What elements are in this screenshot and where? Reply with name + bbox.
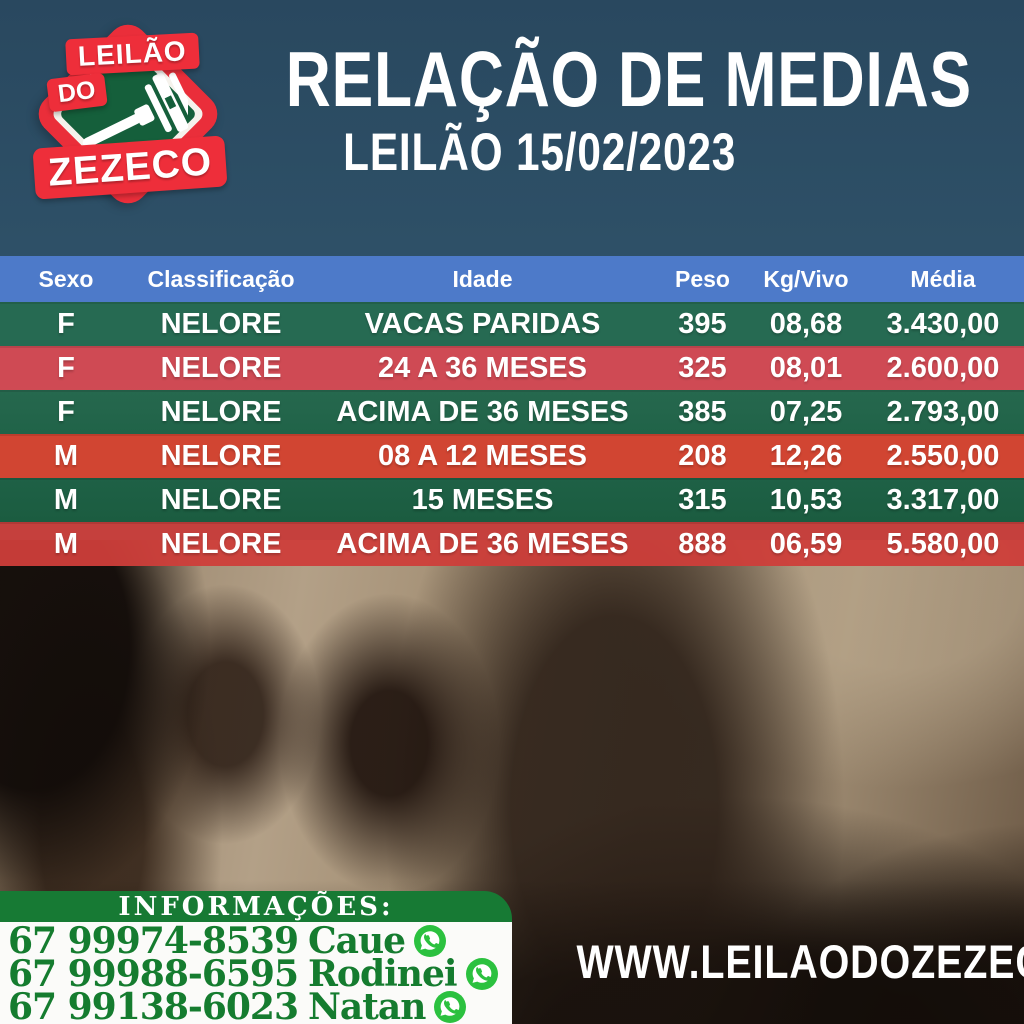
page-subtitle: LEILÃO 15/02/2023 bbox=[343, 123, 737, 182]
info-header-bar: INFORMAÇÕES: bbox=[0, 891, 512, 922]
cell-idade: 15 MESES bbox=[411, 483, 554, 516]
cell-classificacao: NELORE bbox=[160, 483, 282, 516]
cell-media: 2.550,00 bbox=[886, 439, 1000, 472]
cell-media: 5.580,00 bbox=[886, 527, 1000, 560]
cell-kgvivo: 10,53 bbox=[769, 483, 843, 516]
cell-classificacao: NELORE bbox=[160, 351, 282, 384]
cell-sexo: F bbox=[57, 351, 75, 384]
info-heading: INFORMAÇÕES: bbox=[118, 891, 394, 922]
website-url[interactable]: WWW.LEILAODOZEZECO.COM.BR bbox=[576, 935, 1024, 988]
cell-sexo: F bbox=[57, 395, 75, 428]
cell-media: 2.793,00 bbox=[886, 395, 1000, 428]
col-classificacao: Classificação bbox=[147, 265, 295, 292]
contact-name: Rodinei bbox=[308, 952, 458, 995]
logo-word-leilao: LEILÃO bbox=[65, 32, 200, 76]
phone-line: 67 99138-6023 Natan bbox=[8, 985, 512, 1024]
cell-kgvivo: 08,68 bbox=[769, 307, 843, 340]
cell-sexo: M bbox=[53, 527, 79, 560]
title-block: RELAÇÃO DE MEDIAS LEILÃO 15/02/2023 bbox=[200, 40, 971, 182]
whatsapp-icon[interactable] bbox=[433, 990, 467, 1024]
phone-number[interactable]: 67 99138-6023 bbox=[8, 985, 299, 1024]
cell-media: 2.600,00 bbox=[886, 351, 1000, 384]
table-row: F NELORE ACIMA DE 36 MESES 385 07,25 2.7… bbox=[0, 390, 1024, 434]
cell-kgvivo: 08,01 bbox=[769, 351, 843, 384]
table-row: M NELORE 15 MESES 315 10,53 3.317,00 bbox=[0, 478, 1024, 522]
table-row: M NELORE ACIMA DE 36 MESES 888 06,59 5.5… bbox=[0, 522, 1024, 566]
cell-idade: VACAS PARIDAS bbox=[364, 307, 601, 340]
cell-kgvivo: 06,59 bbox=[769, 527, 843, 560]
cell-peso: 325 bbox=[678, 351, 727, 384]
cell-classificacao: NELORE bbox=[160, 527, 282, 560]
cell-media: 3.317,00 bbox=[886, 483, 1000, 516]
table-row: M NELORE 08 A 12 MESES 208 12,26 2.550,0… bbox=[0, 434, 1024, 478]
phone-line: 67 99988-6595 Rodinei bbox=[8, 952, 512, 995]
cell-kgvivo: 07,25 bbox=[769, 395, 843, 428]
cell-classificacao: NELORE bbox=[160, 439, 282, 472]
gavel-icon bbox=[82, 72, 188, 148]
col-peso: Peso bbox=[675, 265, 730, 292]
cell-classificacao: NELORE bbox=[160, 395, 282, 428]
cell-peso: 395 bbox=[678, 307, 727, 340]
cell-classificacao: NELORE bbox=[160, 307, 282, 340]
logo: LEILÃO DO ZEZECO bbox=[26, 12, 230, 216]
table-row: F NELORE VACAS PARIDAS 395 08,68 3.430,0… bbox=[0, 302, 1024, 346]
table-row: F NELORE 24 A 36 MESES 325 08,01 2.600,0… bbox=[0, 346, 1024, 390]
cell-idade: ACIMA DE 36 MESES bbox=[336, 395, 629, 428]
whatsapp-icon[interactable] bbox=[465, 957, 499, 991]
cell-kgvivo: 12,26 bbox=[769, 439, 843, 472]
cell-idade: 24 A 36 MESES bbox=[377, 351, 587, 384]
phone-number[interactable]: 67 99974-8539 bbox=[8, 919, 299, 962]
contact-name: Natan bbox=[308, 985, 426, 1024]
col-idade: Idade bbox=[452, 265, 513, 292]
cell-sexo: M bbox=[53, 439, 79, 472]
website-block: WWW.LEILAODOZEZECO.COM.BR bbox=[512, 934, 1024, 989]
averages-table: Sexo Classificação Idade Peso Kg/Vivo Mé… bbox=[0, 256, 1024, 566]
cell-peso: 208 bbox=[678, 439, 727, 472]
cell-idade: ACIMA DE 36 MESES bbox=[336, 527, 629, 560]
cell-peso: 315 bbox=[678, 483, 727, 516]
logo-word-do: DO bbox=[46, 72, 108, 113]
col-sexo: Sexo bbox=[38, 265, 94, 292]
phone-number[interactable]: 67 99988-6595 bbox=[8, 952, 299, 995]
phone-line: 67 99974-8539 Caue bbox=[8, 919, 512, 962]
cell-sexo: F bbox=[57, 307, 75, 340]
cell-media: 3.430,00 bbox=[886, 307, 1000, 340]
cell-peso: 385 bbox=[678, 395, 727, 428]
cell-idade: 08 A 12 MESES bbox=[377, 439, 587, 472]
whatsapp-icon[interactable] bbox=[413, 924, 447, 958]
cell-peso: 888 bbox=[678, 527, 727, 560]
cell-sexo: M bbox=[53, 483, 79, 516]
contact-name: Caue bbox=[308, 919, 406, 962]
col-media: Média bbox=[910, 265, 976, 292]
contact-panel: 67 99974-8539 Caue 67 99988-6595 Rodinei… bbox=[0, 922, 512, 1024]
table-header: Sexo Classificação Idade Peso Kg/Vivo Mé… bbox=[0, 256, 1024, 302]
page-title: RELAÇÃO DE MEDIAS bbox=[285, 35, 972, 123]
col-kgvivo: Kg/Vivo bbox=[763, 265, 849, 292]
